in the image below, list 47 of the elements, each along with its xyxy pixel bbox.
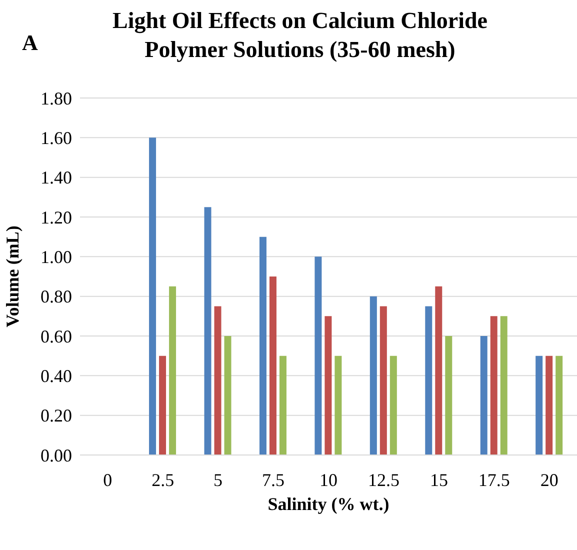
bar bbox=[536, 356, 543, 455]
x-tick-label: 12.5 bbox=[368, 470, 400, 490]
bar bbox=[445, 336, 452, 455]
y-tick-label: 1.60 bbox=[40, 128, 72, 148]
bar bbox=[390, 356, 397, 455]
bar bbox=[324, 316, 332, 455]
bar bbox=[314, 256, 322, 455]
y-tick-label: 0.40 bbox=[40, 366, 72, 386]
x-tick-label: 5 bbox=[214, 470, 223, 490]
x-axis-title: Salinity (% wt.) bbox=[268, 494, 390, 514]
y-tick-label: 1.80 bbox=[40, 88, 72, 108]
bar bbox=[204, 207, 212, 455]
x-tick-label: 15 bbox=[430, 470, 448, 490]
y-tick-label: 0.60 bbox=[40, 326, 72, 346]
bar bbox=[159, 356, 166, 455]
bar bbox=[490, 316, 498, 455]
bar bbox=[500, 316, 508, 455]
y-tick-label: 1.00 bbox=[40, 247, 72, 268]
bar bbox=[279, 356, 286, 455]
x-tick-label: 20 bbox=[540, 470, 558, 490]
bar bbox=[556, 356, 563, 455]
bar bbox=[370, 296, 377, 455]
panel-letter: A bbox=[22, 30, 38, 56]
bar bbox=[480, 336, 488, 455]
bar bbox=[435, 286, 442, 455]
bar bbox=[380, 306, 387, 455]
y-tick-label: 0.80 bbox=[40, 286, 72, 307]
y-axis-title: Volume (mL) bbox=[2, 226, 22, 328]
bar bbox=[334, 356, 342, 455]
bar bbox=[149, 138, 156, 455]
bar bbox=[425, 306, 432, 455]
bar bbox=[259, 236, 266, 455]
y-tick-label: 1.20 bbox=[40, 207, 72, 228]
chart-title: Light Oil Effects on Calcium Chloride Polymer Solutions (35-60 mesh) bbox=[111, 7, 489, 64]
bar bbox=[214, 306, 222, 455]
y-tick-label: 0.20 bbox=[40, 406, 72, 426]
y-tick-label: 0.00 bbox=[40, 445, 72, 466]
x-tick-label: 2.5 bbox=[152, 470, 174, 490]
bar bbox=[269, 276, 276, 455]
y-tick-label: 1.40 bbox=[40, 168, 72, 188]
x-tick-label: 17.5 bbox=[478, 470, 510, 490]
bar bbox=[224, 336, 232, 455]
bar bbox=[546, 356, 553, 455]
x-tick-label: 7.5 bbox=[262, 470, 285, 490]
x-tick-label: 10 bbox=[320, 470, 338, 490]
bar bbox=[169, 286, 176, 455]
x-tick-label: 0 bbox=[103, 470, 112, 490]
